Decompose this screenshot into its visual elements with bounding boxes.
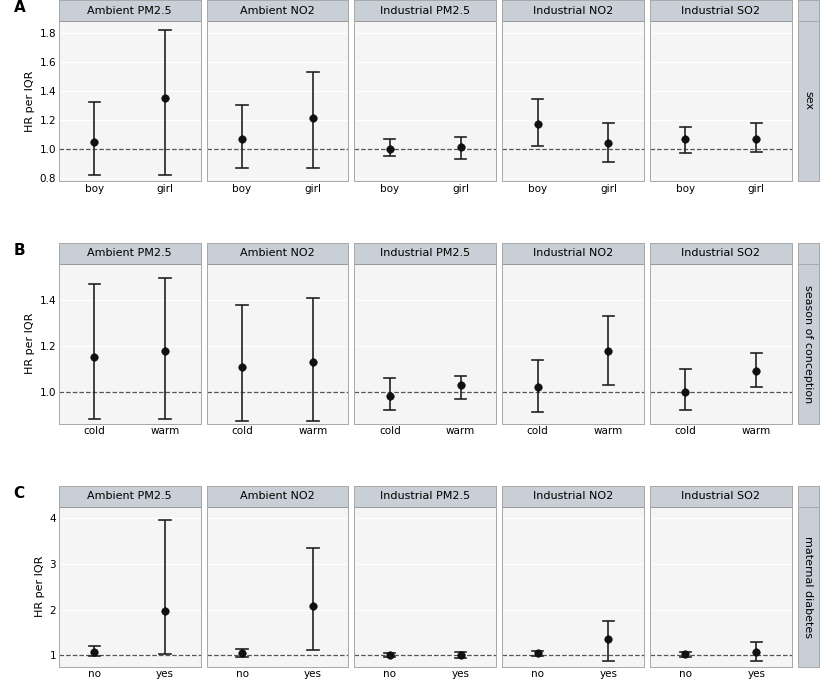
FancyBboxPatch shape bbox=[354, 486, 496, 507]
Text: C: C bbox=[13, 486, 24, 501]
FancyBboxPatch shape bbox=[207, 486, 349, 507]
Text: Industrial SO2: Industrial SO2 bbox=[681, 248, 760, 258]
FancyBboxPatch shape bbox=[502, 486, 644, 507]
Text: Industrial SO2: Industrial SO2 bbox=[681, 491, 760, 501]
FancyBboxPatch shape bbox=[59, 243, 201, 264]
Text: Industrial PM2.5: Industrial PM2.5 bbox=[381, 248, 470, 258]
Text: maternal diabetes: maternal diabetes bbox=[803, 535, 813, 638]
FancyBboxPatch shape bbox=[207, 0, 349, 21]
Text: season of conception: season of conception bbox=[803, 285, 813, 403]
Text: Industrial NO2: Industrial NO2 bbox=[533, 248, 613, 258]
Y-axis label: HR per IQR: HR per IQR bbox=[25, 313, 35, 374]
FancyBboxPatch shape bbox=[354, 243, 496, 264]
Text: sex: sex bbox=[803, 91, 813, 110]
FancyBboxPatch shape bbox=[354, 0, 496, 21]
Text: Ambient NO2: Ambient NO2 bbox=[240, 248, 315, 258]
Text: B: B bbox=[13, 243, 25, 258]
Text: A: A bbox=[13, 0, 25, 15]
Text: Industrial NO2: Industrial NO2 bbox=[533, 491, 613, 501]
FancyBboxPatch shape bbox=[650, 486, 791, 507]
Text: Ambient PM2.5: Ambient PM2.5 bbox=[87, 248, 172, 258]
FancyBboxPatch shape bbox=[650, 243, 791, 264]
FancyBboxPatch shape bbox=[59, 486, 201, 507]
Y-axis label: HR per IQR: HR per IQR bbox=[25, 70, 35, 131]
FancyBboxPatch shape bbox=[502, 243, 644, 264]
Text: Ambient PM2.5: Ambient PM2.5 bbox=[87, 491, 172, 501]
FancyBboxPatch shape bbox=[798, 243, 819, 264]
FancyBboxPatch shape bbox=[502, 0, 644, 21]
Y-axis label: HR per IQR: HR per IQR bbox=[35, 556, 45, 617]
Text: Ambient NO2: Ambient NO2 bbox=[240, 6, 315, 15]
FancyBboxPatch shape bbox=[207, 243, 349, 264]
Text: Industrial PM2.5: Industrial PM2.5 bbox=[381, 6, 470, 15]
FancyBboxPatch shape bbox=[798, 0, 819, 21]
FancyBboxPatch shape bbox=[650, 0, 791, 21]
Text: Industrial NO2: Industrial NO2 bbox=[533, 6, 613, 15]
Text: Industrial SO2: Industrial SO2 bbox=[681, 6, 760, 15]
Text: Industrial PM2.5: Industrial PM2.5 bbox=[381, 491, 470, 501]
FancyBboxPatch shape bbox=[798, 486, 819, 507]
FancyBboxPatch shape bbox=[59, 0, 201, 21]
Text: Ambient PM2.5: Ambient PM2.5 bbox=[87, 6, 172, 15]
Text: Ambient NO2: Ambient NO2 bbox=[240, 491, 315, 501]
